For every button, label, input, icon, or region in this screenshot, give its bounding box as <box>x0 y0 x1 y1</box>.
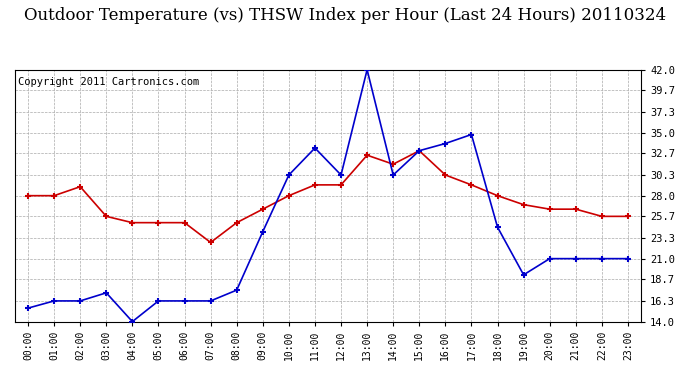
Text: Copyright 2011 Cartronics.com: Copyright 2011 Cartronics.com <box>18 77 199 87</box>
Text: Outdoor Temperature (vs) THSW Index per Hour (Last 24 Hours) 20110324: Outdoor Temperature (vs) THSW Index per … <box>24 8 666 24</box>
